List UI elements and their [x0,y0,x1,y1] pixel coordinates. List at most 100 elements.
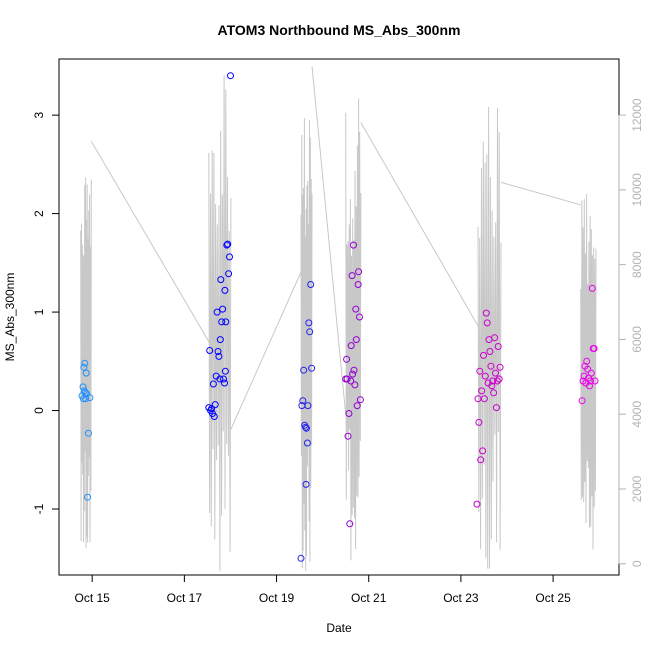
data-point [489,377,497,385]
data-point [221,286,229,294]
altitude-link-1 [230,271,302,430]
data-point [345,410,353,417]
y2-tick-label: 6000 [630,326,644,353]
y-tick-label: 0 [32,407,46,414]
data-point [343,355,351,363]
data-point [86,394,94,402]
altitude-burst-4 [477,106,502,569]
data-point [483,319,491,327]
data-point [299,397,307,405]
data-point [224,240,232,248]
data-point [222,318,230,326]
data-point [476,367,484,375]
x-tick-label: Oct 15 [75,591,111,605]
data-point [307,281,315,288]
data-point [491,334,499,342]
y2-tick-label: 8000 [630,251,644,278]
data-point [216,375,224,383]
data-point [206,347,214,354]
y2-tick-label: 4000 [630,401,644,428]
altitude-link-4 [500,181,581,206]
x-tick-label: Oct 25 [535,591,571,605]
data-point [352,305,360,313]
data-point [304,402,312,410]
data-point [584,365,592,373]
data-point [82,395,90,403]
data-point [492,404,500,412]
altitude-burst-5 [580,194,597,550]
data-point [349,370,357,378]
data-point [84,493,92,501]
data-point [580,372,588,380]
y2-tick-label: 12000 [630,98,644,132]
data-point [346,520,354,528]
data-point [586,377,594,385]
y-tick-label: -1 [32,503,46,514]
y-tick-label: 1 [32,308,46,315]
data-point [82,369,90,377]
data-point [302,423,310,431]
data-point [217,276,225,284]
data-point [480,395,488,403]
data-point [495,375,503,383]
altitude-burst-1 [208,75,232,572]
data-point [344,432,352,440]
data-point [482,309,490,317]
data-point [220,375,227,383]
altitude-burst-0 [80,177,92,548]
data-point [211,401,219,409]
data-point [300,366,308,374]
data-point [80,363,88,371]
data-point [350,366,358,374]
y2-tick-label: 2000 [630,475,644,502]
data-point [303,424,310,432]
data-point [478,387,486,395]
data-point [215,352,223,360]
y-axis-left: -1 0 1 2 3 [32,111,60,514]
data-point [297,554,305,562]
x-axis-label: Date [326,621,352,635]
chart-title: ATOM3 Northbound MS_Abs_300nm [218,22,461,38]
data-point [578,397,586,405]
data-point [208,405,216,413]
data-point [356,313,363,321]
x-tick-label: Oct 19 [259,591,295,605]
altitude-line-layer [80,66,597,572]
data-point [350,241,357,249]
data-point [352,336,360,344]
data-point [305,319,313,327]
x-tick-label: Oct 21 [351,591,387,605]
x-tick-label: Oct 23 [443,591,479,605]
data-point [479,447,487,455]
plot-frame [58,58,620,576]
data-point [218,318,226,326]
data-point [488,382,496,390]
data-point [81,359,89,367]
data-point [226,253,233,261]
data-point [490,389,498,397]
data-point [494,343,502,350]
data-point [210,413,218,420]
data-point [308,364,316,372]
altitude-link-3 [360,122,480,329]
data-point [356,396,364,404]
data-point [219,305,227,313]
data-point [351,381,359,389]
data-point [216,336,224,344]
data-point [347,342,355,350]
data-point [480,351,487,359]
data-point [79,383,87,391]
data-points-layer [78,72,599,562]
data-point [221,379,228,387]
data-point [353,402,361,410]
data-point [306,328,314,336]
data-point [343,375,351,383]
data-point [496,363,504,371]
data-point [354,281,362,288]
data-point [347,377,355,385]
data-point [486,348,494,355]
data-point [213,308,221,316]
data-point [225,270,233,278]
altitude-burst-2 [300,117,313,572]
